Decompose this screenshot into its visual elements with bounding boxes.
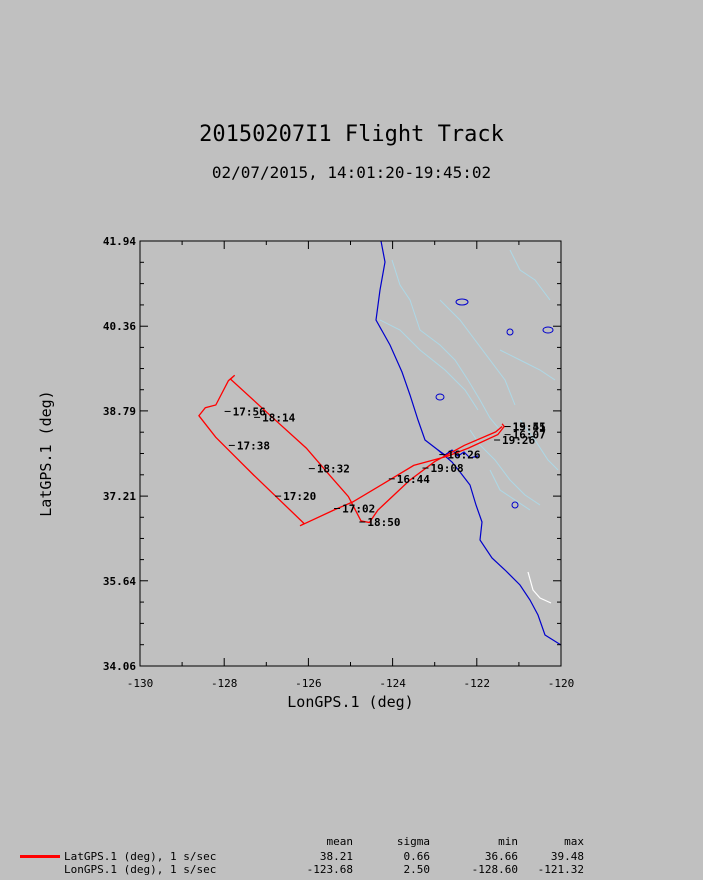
axes: -130 -128 -126 -124 -122 -120 34.06 35.64 37.21 3… <box>37 235 574 711</box>
lake <box>511 501 519 509</box>
legend-line-swatch <box>20 855 60 858</box>
time-label: 18:50 <box>367 516 400 529</box>
x-tick-label: -128 <box>211 677 238 690</box>
stats-sigma: 0.66 <box>403 850 431 863</box>
time-label: 17:38 <box>237 439 270 452</box>
time-label: 17:56 <box>233 405 266 418</box>
lake <box>435 393 445 401</box>
stats-header-mean: mean <box>326 835 354 848</box>
time-label: 19:45 <box>513 421 546 434</box>
river <box>379 319 479 411</box>
stats-row-label: LatGPS.1 (deg), 1 s/sec <box>64 850 217 863</box>
river <box>509 249 551 301</box>
stats-header-max: max <box>564 835 584 848</box>
river <box>499 349 556 381</box>
time-label: 16:44 <box>397 473 430 486</box>
x-tick-label: -120 <box>548 677 575 690</box>
flight-track-line <box>198 374 506 527</box>
stats-sigma: 2.50 <box>403 863 431 876</box>
y-tick-label: 38.79 <box>103 405 136 418</box>
y-tick-label: 35.64 <box>103 575 136 588</box>
stats-min: 36.66 <box>484 850 518 863</box>
chart-subtitle: 02/07/2015, 14:01:20-19:45:02 <box>211 163 492 182</box>
mountain-line <box>527 571 552 604</box>
river <box>469 429 541 506</box>
stats-row: LatGPS.1 (deg), 1 s/sec 38.21 0.66 36.66… <box>0 850 703 863</box>
stats-header-sigma: sigma <box>396 835 430 848</box>
track-layer <box>198 374 506 527</box>
river <box>391 259 501 431</box>
coastline <box>375 240 562 646</box>
y-axis-label: LatGPS.1 (deg) <box>37 390 55 516</box>
time-label: 19:26 <box>502 434 535 447</box>
stats-row: LonGPS.1 (deg), 1 s/sec -123.68 2.50 -12… <box>0 863 703 876</box>
chart-title: 20150207I1 Flight Track <box>199 122 504 147</box>
time-label: 15:51 <box>513 421 546 434</box>
x-tick-label: -124 <box>379 677 406 690</box>
y-tick-label: 34.06 <box>103 660 136 673</box>
stats-header-min: min <box>498 835 518 848</box>
time-label: 17:20 <box>283 490 316 503</box>
river <box>489 469 531 511</box>
x-tick-label: -122 <box>464 677 491 690</box>
time-label: 19:08 <box>430 462 463 475</box>
y-tick-label: 37.21 <box>103 490 136 503</box>
river <box>439 299 516 406</box>
stats-max: -121.32 <box>537 863 584 876</box>
stats-min: -128.60 <box>471 863 518 876</box>
coastline-map <box>375 240 562 646</box>
time-label: 18:14 <box>262 411 295 424</box>
x-axis-label: LonGPS.1 (deg) <box>287 693 413 711</box>
stats-row-label: LonGPS.1 (deg), 1 s/sec <box>64 863 217 876</box>
time-label: 18:32 <box>317 463 350 476</box>
lake <box>542 326 554 334</box>
y-tick-label: 40.36 <box>103 320 136 333</box>
time-label: 17:02 <box>342 503 375 516</box>
stats-max: 39.48 <box>550 850 584 863</box>
lake <box>506 328 514 336</box>
river <box>519 419 559 471</box>
time-label: 16:26 <box>447 449 480 462</box>
time-label: 16:07 <box>513 429 546 442</box>
lake <box>455 298 469 306</box>
x-tick-label: -126 <box>295 677 322 690</box>
plot-frame <box>139 240 562 667</box>
stats-mean: 38.21 <box>319 850 353 863</box>
stats-mean: -123.68 <box>306 863 353 876</box>
y-tick-label: 41.94 <box>103 235 136 248</box>
x-tick-label: -130 <box>127 677 154 690</box>
